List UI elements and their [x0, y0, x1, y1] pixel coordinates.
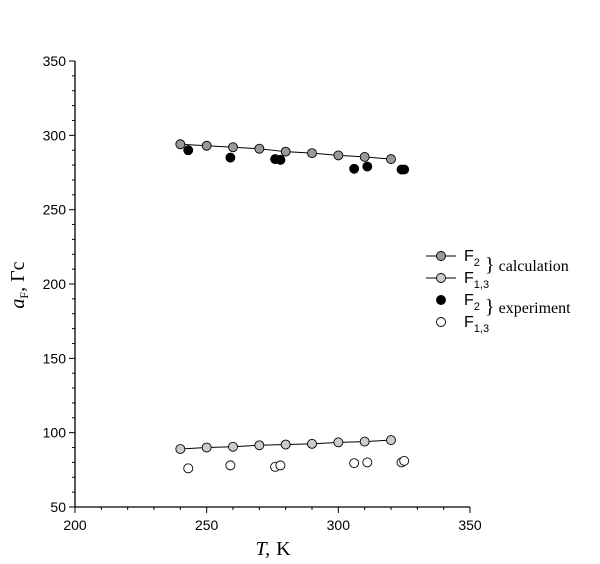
data-point [254, 440, 265, 451]
legend-brace: } [485, 296, 495, 318]
legend-label: F2 [464, 292, 480, 313]
series-calculation-F2 [175, 139, 396, 165]
data-point [399, 455, 410, 466]
data-point [228, 441, 238, 452]
legend-item: F2 [426, 248, 480, 269]
legend-label: F1,3 [464, 270, 489, 291]
x-axis-unit: K [276, 538, 291, 560]
legend-label: F2 [464, 248, 480, 269]
legend-label-sub: 1,3 [474, 323, 489, 335]
legend-label-sub: 1,3 [474, 279, 489, 291]
legend-group-name: experiment [499, 300, 572, 317]
data-point [386, 435, 396, 446]
x-tick-label: 200 [63, 517, 87, 533]
y-tick-label: 350 [43, 53, 67, 69]
data-point [280, 146, 291, 157]
ticks [69, 60, 471, 513]
data-point [175, 139, 186, 150]
data-point [183, 463, 194, 474]
legend-brace: } [485, 254, 495, 276]
data-point [175, 444, 186, 454]
y-tick-label: 100 [43, 425, 67, 441]
data-point [225, 152, 236, 163]
legend-marker [436, 295, 446, 305]
legend-label: F1,3 [464, 314, 489, 335]
legend-marker [436, 273, 446, 283]
legend-label-sub: 2 [474, 257, 480, 269]
data-point [399, 164, 410, 175]
legend-group-calculation: } calculation [485, 254, 569, 276]
legend-item: F2 [436, 292, 480, 313]
x-tick-label: 250 [195, 517, 219, 533]
legend-group-experiment: } experiment [485, 296, 571, 318]
legend-marker [436, 317, 446, 327]
y-tick-label: 300 [43, 127, 67, 143]
series-experiment-F1,3 [183, 455, 410, 474]
legend-label-main: F [464, 314, 474, 331]
y-tick-label: 50 [50, 499, 66, 515]
data-point [359, 436, 370, 447]
series [175, 139, 410, 474]
data-point [349, 458, 360, 469]
series-experiment-F2 [183, 145, 410, 175]
data-point [333, 437, 344, 448]
legend-group-name: calculation [499, 258, 569, 275]
y-axis-subscript: F [17, 292, 31, 299]
legend-label-main: F [464, 248, 474, 265]
data-point [275, 460, 286, 471]
legend-item: F1,3 [426, 270, 489, 291]
data-point [228, 142, 238, 153]
data-point [362, 457, 373, 468]
legend-label-main: F [464, 292, 474, 309]
data-point [225, 460, 236, 471]
data-point [362, 161, 373, 172]
legend-label-main: F [464, 270, 474, 287]
data-point [280, 439, 291, 450]
x-tick-label: 350 [458, 517, 482, 533]
y-tick-label: 150 [43, 350, 67, 366]
data-point [359, 151, 370, 162]
tick-labels: 50 100 150 200 250 300 350 200 250 300 350 [43, 53, 482, 533]
data-point [183, 145, 194, 156]
y-tick-label: 200 [43, 276, 67, 292]
axes [74, 61, 470, 508]
series-calculation-F1,3 [175, 435, 396, 454]
x-axis-title: T, K [255, 538, 291, 560]
data-point [307, 438, 317, 449]
legend-label-sub: 2 [474, 301, 480, 313]
y-axis-symbol: a [7, 299, 29, 309]
data-point [254, 143, 265, 154]
data-point [386, 154, 396, 165]
y-tick-label: 250 [43, 202, 67, 218]
y-axis-title: aF, Гс [7, 261, 31, 308]
x-axis-symbol: T, [255, 538, 270, 560]
legend-marker [436, 251, 446, 261]
y-axis-unit: , Гс [7, 261, 29, 292]
data-point [275, 154, 286, 165]
data-point [307, 148, 317, 159]
data-point [349, 163, 360, 174]
x-tick-label: 300 [327, 517, 351, 533]
data-point [201, 140, 212, 151]
data-point [333, 150, 344, 161]
legend-item: F1,3 [436, 314, 489, 335]
data-point [201, 442, 212, 453]
